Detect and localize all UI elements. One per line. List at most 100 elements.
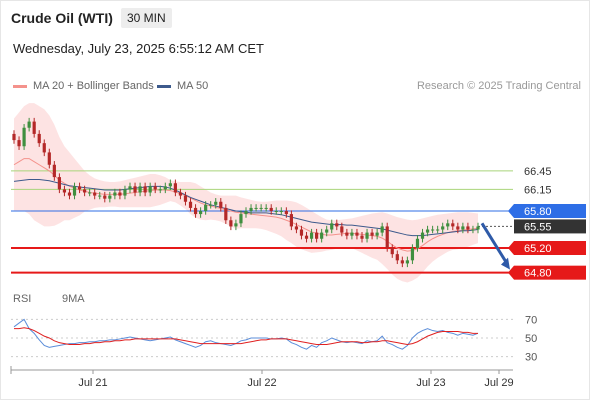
- candle: [113, 192, 117, 196]
- forecast-arrow: [480, 222, 509, 265]
- candle: [466, 226, 470, 230]
- rsi-tick-70: 70: [525, 314, 537, 326]
- candle: [410, 248, 415, 261]
- candle: [309, 232, 314, 239]
- level-tag-pointer-65.80: [508, 204, 514, 218]
- x-tick-label: Jul 21: [78, 377, 107, 389]
- candle: [98, 195, 102, 197]
- candle: [57, 177, 61, 190]
- legend-ma20-label: MA 20 + Bollinger Bands: [33, 80, 154, 92]
- candle: [12, 133, 16, 141]
- level-tag-65.20: [514, 241, 586, 255]
- rsi-ma9-line: [14, 327, 478, 346]
- bollinger-band: [14, 103, 478, 283]
- legend-ma50: MA 50: [157, 80, 208, 92]
- candle: [436, 229, 440, 231]
- candle: [244, 211, 248, 215]
- candle: [37, 133, 41, 144]
- candle: [390, 248, 394, 255]
- candle: [22, 127, 26, 147]
- candle: [431, 229, 435, 231]
- candle: [395, 254, 399, 261]
- candle: [229, 220, 233, 227]
- legend-rsi-label: RSI: [13, 293, 32, 305]
- candle: [88, 192, 92, 194]
- candle: [77, 186, 82, 190]
- candle: [375, 232, 379, 236]
- rsi-tick-30: 30: [525, 352, 537, 364]
- candle: [249, 207, 253, 211]
- candle: [380, 226, 384, 233]
- x-tick-label: Jul 29: [484, 377, 513, 389]
- candle: [17, 140, 21, 147]
- candle: [224, 207, 228, 221]
- candle: [350, 232, 354, 236]
- timestamp: Wednesday, July 23, 2025 6:55:12 AM CET: [13, 41, 264, 56]
- legend-rsi: RSI: [13, 293, 31, 305]
- candle: [330, 223, 334, 230]
- level-tag-65.80: [514, 204, 586, 218]
- candle: [264, 207, 268, 209]
- candle: [138, 186, 142, 193]
- timeframe-badge[interactable]: 30 MIN: [121, 8, 172, 28]
- candle: [365, 232, 369, 239]
- candle: [219, 201, 223, 208]
- candle: [108, 195, 112, 199]
- candle: [289, 214, 293, 227]
- candle: [173, 183, 177, 193]
- level-label-66.15: 66.15: [524, 184, 552, 196]
- candle: [420, 232, 425, 239]
- candle: [143, 186, 147, 193]
- candle: [193, 207, 198, 215]
- candle: [72, 186, 77, 196]
- candle: [461, 226, 465, 230]
- legend-9ma: 9MA: [62, 293, 85, 305]
- candle: [405, 260, 409, 264]
- level-label-65.20: 65.20: [524, 243, 552, 255]
- candle: [274, 211, 278, 212]
- candle: [183, 195, 188, 202]
- candle: [335, 223, 339, 227]
- candle: [476, 226, 480, 230]
- candle: [199, 211, 203, 215]
- candle: [345, 232, 349, 236]
- level-label-66.45: 66.45: [524, 166, 552, 178]
- candle: [446, 223, 450, 227]
- candle: [259, 207, 263, 209]
- candle: [62, 189, 67, 193]
- candle: [325, 229, 329, 233]
- candle: [118, 192, 122, 196]
- candle: [83, 189, 87, 193]
- candle: [315, 232, 319, 239]
- ma20-swatch: [13, 84, 27, 88]
- candle: [178, 192, 183, 196]
- rsi-tick-50: 50: [525, 333, 537, 345]
- candle: [370, 232, 374, 236]
- x-tick-label: Jul 22: [247, 377, 276, 389]
- candle: [128, 186, 132, 190]
- candle: [163, 186, 167, 190]
- candle: [299, 229, 304, 236]
- candle: [153, 186, 157, 190]
- candle: [158, 189, 162, 191]
- candle: [123, 189, 127, 196]
- candle: [284, 211, 288, 215]
- candle: [451, 223, 455, 227]
- candle: [385, 226, 389, 248]
- candle: [471, 229, 475, 231]
- candle: [234, 223, 238, 227]
- candle: [204, 204, 208, 211]
- candle: [441, 226, 445, 230]
- candle: [340, 226, 344, 233]
- level-label-65.80: 65.80: [524, 206, 552, 218]
- x-tick-label: Jul 23: [416, 377, 445, 389]
- candle: [133, 186, 137, 193]
- candle: [42, 143, 46, 153]
- level-tag-64.80: [514, 265, 586, 280]
- legend-ma50-label: MA 50: [177, 80, 209, 92]
- candle: [188, 201, 193, 208]
- candle: [456, 226, 460, 230]
- legend-ma20-bollinger: MA 20 + Bollinger Bands: [13, 80, 154, 92]
- legend-9ma-label: 9MA: [62, 293, 85, 305]
